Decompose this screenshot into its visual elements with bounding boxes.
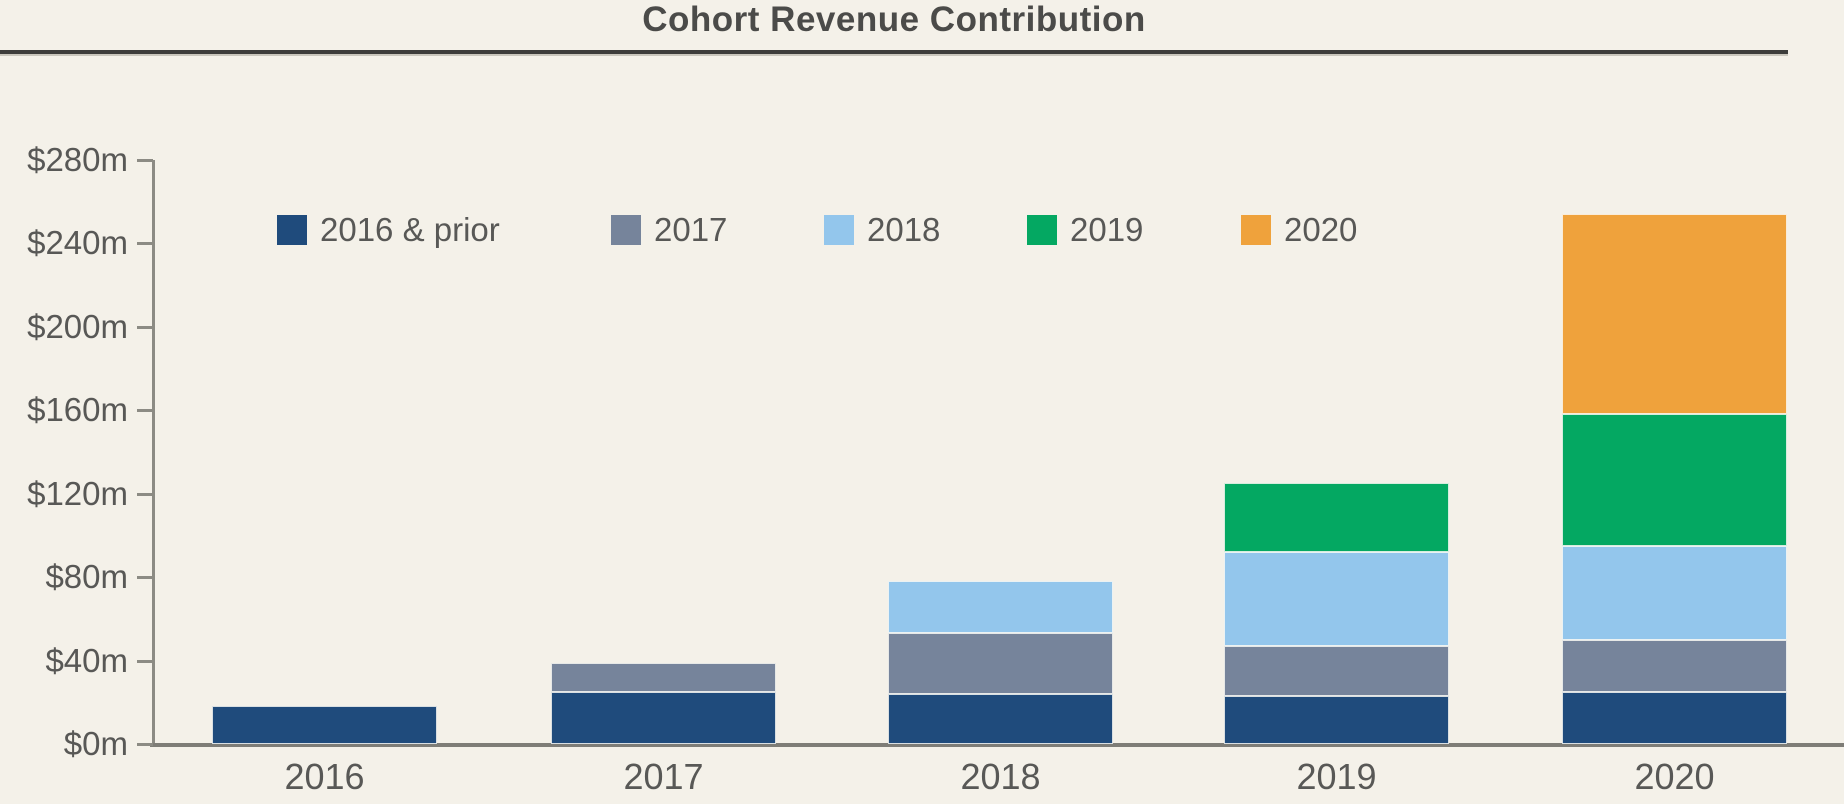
title-rule bbox=[0, 50, 1788, 56]
legend-label: 2019 bbox=[1070, 211, 1144, 248]
bar-segment-2017-2016---prior bbox=[551, 691, 776, 744]
legend-label: 2018 bbox=[867, 211, 941, 248]
legend-item-2016---prior: 2016 & prior bbox=[277, 211, 500, 248]
bar-segment-2016-2016---prior bbox=[212, 706, 437, 744]
y-tick-label: $120m bbox=[27, 474, 128, 512]
y-tick bbox=[137, 659, 153, 663]
bar-group-2016 bbox=[212, 0, 437, 744]
bar-group-2017 bbox=[551, 0, 776, 744]
bar-segment-2020-2017 bbox=[1562, 639, 1787, 692]
x-axis-label-2018: 2018 bbox=[960, 756, 1041, 797]
x-axis-label-2016: 2016 bbox=[284, 756, 365, 797]
bar-segment-2019-2016---prior bbox=[1224, 696, 1449, 744]
y-tick bbox=[137, 242, 153, 246]
y-tick bbox=[137, 743, 153, 746]
bar-segment-2019-2019 bbox=[1224, 483, 1449, 553]
legend-label: 2017 bbox=[654, 211, 728, 248]
legend-swatch bbox=[277, 215, 307, 245]
legend-label: 2016 & prior bbox=[320, 211, 500, 248]
legend-item-2020: 2020 bbox=[1241, 211, 1358, 248]
bar-segment-2020-2016---prior bbox=[1562, 691, 1787, 744]
y-tick bbox=[137, 492, 153, 496]
bar-group-2019 bbox=[1224, 0, 1449, 744]
bar-segment-2020-2020 bbox=[1562, 214, 1787, 415]
bar-segment-2017-2017 bbox=[551, 662, 776, 692]
bar-segment-2020-2019 bbox=[1562, 414, 1787, 546]
y-tick-label: $240m bbox=[27, 224, 128, 262]
y-tick-label: $80m bbox=[45, 558, 128, 596]
bar-group-2018 bbox=[888, 0, 1113, 744]
bar-segment-2018-2018 bbox=[888, 581, 1113, 634]
legend-label: 2020 bbox=[1284, 211, 1358, 248]
chart-title: Cohort Revenue Contribution bbox=[642, 0, 1146, 39]
bar-group-2020 bbox=[1562, 0, 1787, 744]
y-tick-label: $200m bbox=[27, 307, 128, 345]
y-tick bbox=[137, 576, 153, 580]
legend-item-2017: 2017 bbox=[611, 211, 728, 248]
legend-swatch bbox=[1241, 215, 1271, 245]
y-tick bbox=[137, 159, 153, 162]
bar-segment-2018-2016---prior bbox=[888, 693, 1113, 744]
legend-swatch bbox=[1027, 215, 1057, 245]
y-tick-label: $280m bbox=[27, 141, 128, 178]
x-axis-label-2017: 2017 bbox=[623, 756, 704, 797]
x-axis-baseline bbox=[150, 743, 1844, 747]
legend-swatch bbox=[824, 215, 854, 245]
y-tick bbox=[137, 325, 153, 329]
y-axis bbox=[152, 160, 155, 746]
y-tick bbox=[137, 409, 153, 413]
legend-swatch bbox=[611, 215, 641, 245]
y-tick-label: $0m bbox=[63, 725, 128, 762]
x-axis-label-2020: 2020 bbox=[1634, 756, 1715, 797]
y-tick-label: $40m bbox=[45, 641, 128, 679]
bar-segment-2019-2017 bbox=[1224, 645, 1449, 697]
y-tick-label: $160m bbox=[27, 391, 128, 429]
bar-segment-2019-2018 bbox=[1224, 552, 1449, 646]
bar-segment-2018-2017 bbox=[888, 633, 1113, 694]
x-axis-label-2019: 2019 bbox=[1296, 756, 1377, 797]
legend-item-2019: 2019 bbox=[1027, 211, 1144, 248]
legend-item-2018: 2018 bbox=[824, 211, 941, 248]
bar-segment-2020-2018 bbox=[1562, 545, 1787, 640]
